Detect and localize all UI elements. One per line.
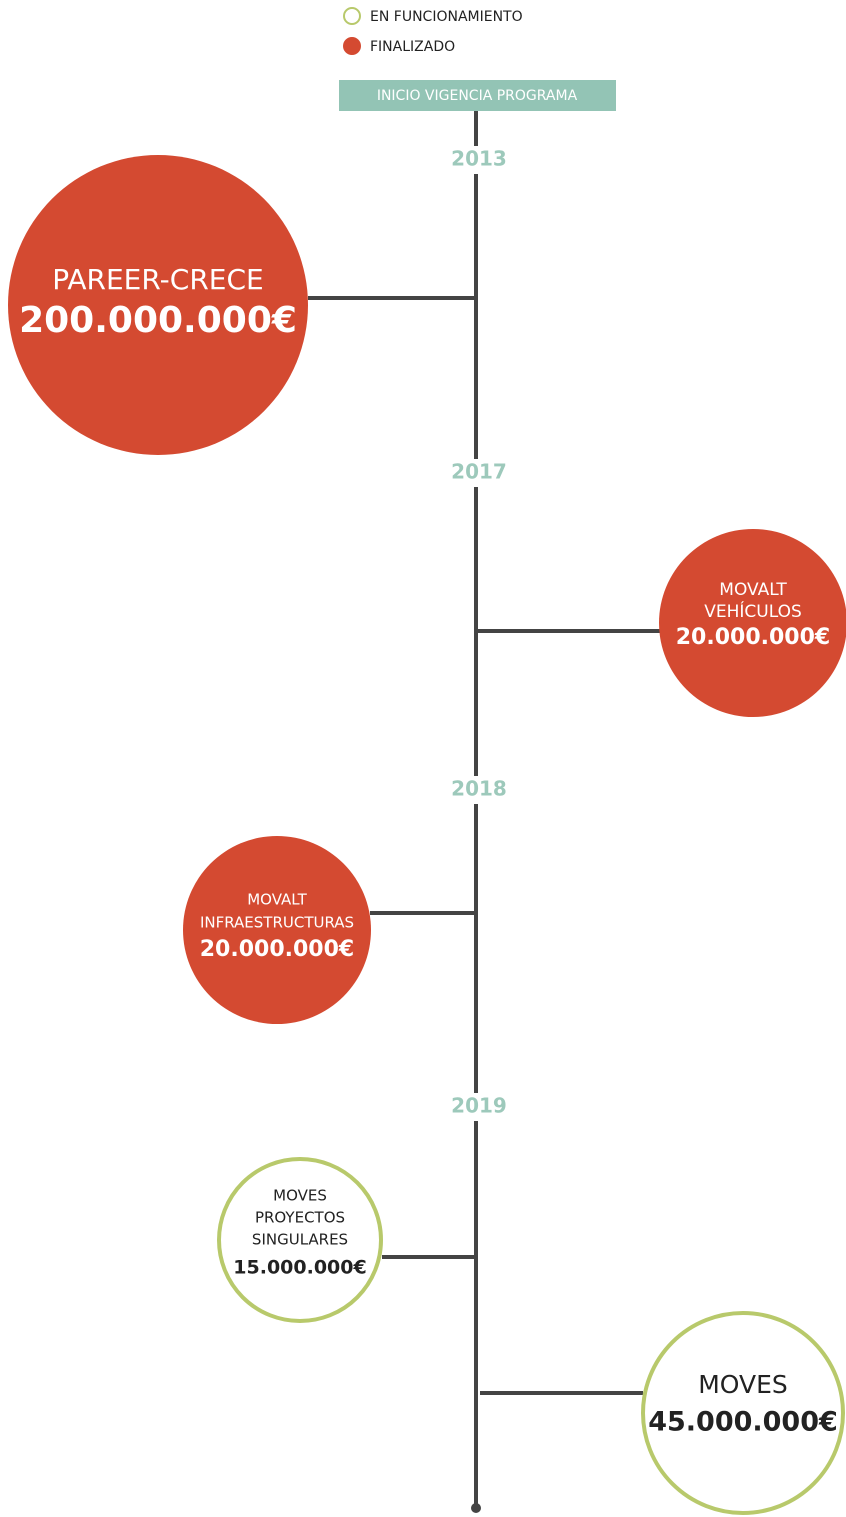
header-label: INICIO VIGENCIA PROGRAMA [377, 88, 578, 104]
legend-label: FINALIZADO [370, 39, 455, 55]
node-name: INFRAESTRUCTURAS [200, 914, 354, 932]
node-name: MOVES [698, 1370, 788, 1399]
year-gap [446, 1093, 508, 1121]
node-circle [183, 836, 371, 1024]
node-circle [217, 1157, 383, 1323]
year-label: 2017 [451, 460, 507, 484]
node-amount: 15.000.000€ [233, 1257, 366, 1279]
node-circle [8, 155, 308, 455]
legend-label: EN FUNCIONAMIENTO [370, 9, 523, 25]
legend-swatch [343, 37, 361, 55]
legend-swatch [343, 7, 361, 25]
node-name: MOVES [273, 1187, 327, 1205]
node-amount: 45.000.000€ [648, 1407, 838, 1438]
node-name: MOVALT [719, 580, 787, 600]
node-amount: 200.000.000€ [19, 300, 297, 341]
node-name: SINGULARES [252, 1231, 348, 1249]
year-label: 2013 [451, 147, 507, 171]
header-box [339, 80, 616, 111]
node-circle [659, 529, 846, 717]
year-gap [446, 146, 508, 174]
year-gap [446, 459, 508, 487]
year-label: 2019 [451, 1094, 507, 1118]
timeline-end [471, 1503, 481, 1513]
node-amount: 20.000.000€ [200, 937, 354, 962]
node-name: MOVALT [247, 891, 307, 909]
node-name: PROYECTOS [255, 1209, 345, 1227]
year-gap [446, 776, 508, 804]
year-label: 2018 [451, 777, 507, 801]
node-circle [641, 1311, 845, 1515]
node-name: PAREER-CRECE [52, 263, 263, 296]
node-name: VEHÍCULOS [704, 600, 802, 622]
node-amount: 20.000.000€ [676, 625, 830, 650]
